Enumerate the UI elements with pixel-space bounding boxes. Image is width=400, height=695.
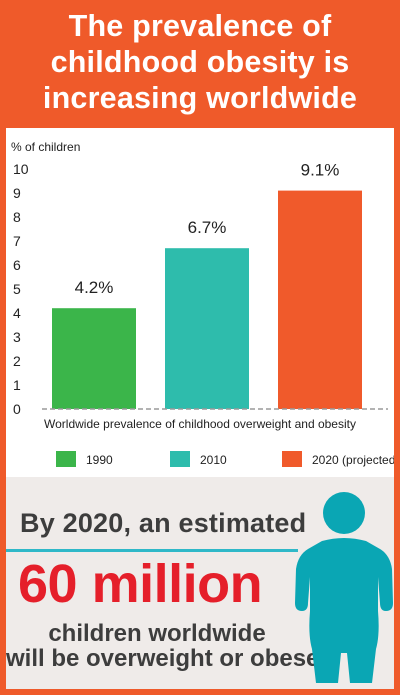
bar-value-label: 4.2%: [75, 278, 114, 297]
y-tick-label: 9: [13, 185, 21, 201]
legend-swatch: [170, 451, 190, 467]
y-tick-label: 8: [13, 209, 21, 225]
page-title: The prevalence of childhood obesity is i…: [8, 8, 392, 116]
stat-lead-text: By 2020, an estimated: [20, 508, 307, 538]
stat-line-2: will be overweight or obese: [6, 645, 320, 672]
bar-value-label: 6.7%: [188, 218, 227, 237]
chart-panel: % of children 0 1 2 3 4 5 6 7 8 9 10 4.2% 6.7% 9.1% Wor…: [6, 128, 394, 477]
title-line-1: The prevalence of: [68, 9, 332, 43]
y-tick-label: 3: [13, 329, 21, 345]
header: The prevalence of childhood obesity is i…: [0, 0, 400, 128]
y-tick-label: 10: [13, 161, 29, 177]
title-line-2: childhood obesity is: [50, 45, 350, 79]
bar-2010: [165, 248, 249, 409]
stat-panel: By 2020, an estimated 60 million childre…: [6, 477, 394, 689]
legend-label: 1990: [86, 453, 113, 467]
legend-swatch: [282, 451, 302, 467]
x-axis-label: Worldwide prevalence of childhood overwe…: [44, 417, 356, 431]
legend-label: 2020 (projected): [312, 453, 394, 467]
y-tick-label: 4: [13, 305, 21, 321]
y-tick-label: 1: [13, 377, 21, 393]
legend-swatch: [56, 451, 76, 467]
y-axis-label: % of children: [11, 140, 80, 154]
bar-2020: [278, 190, 362, 409]
y-tick-label: 7: [13, 233, 21, 249]
y-tick-label: 0: [13, 401, 21, 417]
legend-label: 2010: [200, 453, 227, 467]
bar-value-label: 9.1%: [301, 161, 340, 180]
stat-divider: [6, 549, 298, 552]
stat-highlight: 60 million: [18, 554, 263, 614]
y-tick-label: 5: [13, 281, 21, 297]
y-tick-label: 6: [13, 257, 21, 273]
bar-1990: [52, 308, 136, 409]
y-tick-label: 2: [13, 353, 21, 369]
child-figure-icon: [295, 492, 393, 683]
bar-chart: % of children 0 1 2 3 4 5 6 7 8 9 10 4.2% 6.7% 9.1% Wor…: [11, 140, 394, 467]
title-line-3: increasing worldwide: [42, 81, 358, 115]
stat-line-1: children worldwide: [48, 620, 266, 647]
